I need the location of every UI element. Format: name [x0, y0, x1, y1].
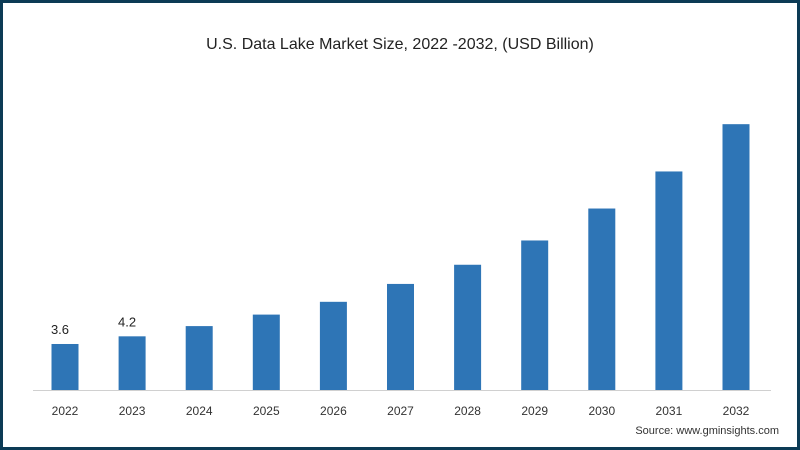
source-note: Source: www.gminsights.com: [635, 425, 779, 437]
data-label: 4.2: [118, 314, 136, 329]
bar-2027: [387, 283, 414, 390]
data-label: 3.6: [51, 322, 69, 337]
x-tick-label: 2026: [320, 404, 347, 418]
bar-2026: [319, 301, 347, 390]
x-tick-label: 2023: [119, 404, 146, 418]
bar-2022: [51, 343, 79, 390]
bar-2024: [185, 326, 213, 390]
x-tick-label: 2024: [186, 404, 213, 418]
x-tick-label: 2025: [253, 404, 280, 418]
x-tick-label: 2029: [521, 404, 548, 418]
x-tick-label: 2030: [588, 404, 615, 418]
x-tick-label: 2028: [454, 404, 481, 418]
bar-2025: [252, 314, 280, 390]
bar-2029: [521, 240, 549, 390]
x-tick-label: 2027: [387, 404, 414, 418]
bar-2023: [118, 336, 146, 390]
bar-2028: [454, 264, 482, 390]
bar-2032: [722, 124, 750, 391]
bar-2030: [588, 208, 616, 390]
x-tick-label: 2022: [52, 404, 79, 418]
x-tick-label: 2032: [723, 404, 750, 418]
chart-title: U.S. Data Lake Market Size, 2022 -2032, …: [206, 36, 594, 53]
bar-2031: [655, 171, 683, 390]
bar-chart: 2022 3.6 2023 4.2 2024 2025 2026 2027 2028 2029 20…: [33, 124, 771, 418]
x-tick-label: 2031: [656, 404, 683, 418]
